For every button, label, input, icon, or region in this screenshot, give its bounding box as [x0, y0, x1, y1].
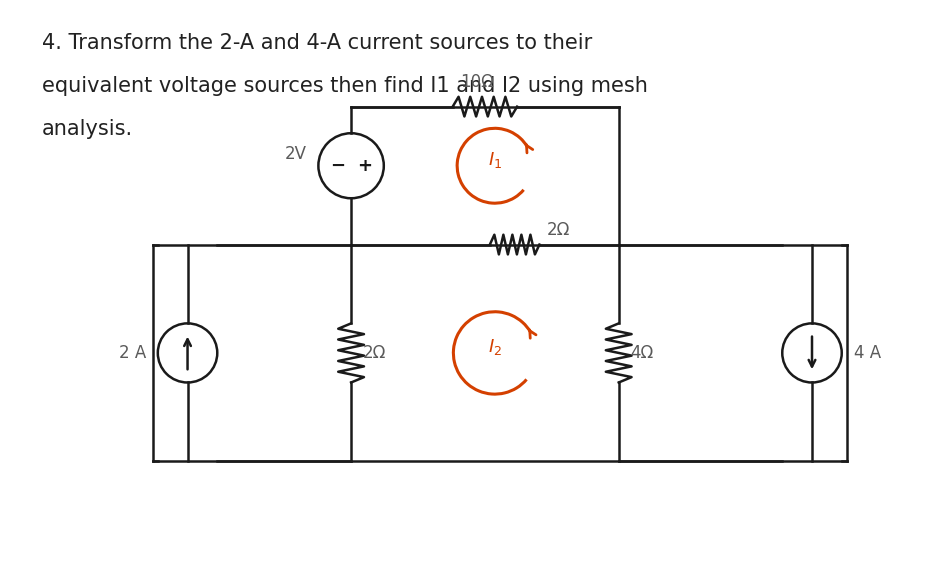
Text: 10Ω: 10Ω: [460, 73, 494, 91]
Text: 2 A: 2 A: [118, 344, 146, 362]
Text: $\mathit{I}_1$: $\mathit{I}_1$: [487, 150, 501, 170]
Text: equivalent voltage sources then find I1 and I2 using mesh: equivalent voltage sources then find I1 …: [42, 76, 647, 96]
Text: 4Ω: 4Ω: [630, 344, 654, 362]
Text: $\mathit{I}_2$: $\mathit{I}_2$: [488, 337, 501, 357]
Text: 2Ω: 2Ω: [546, 221, 570, 239]
Text: 2Ω: 2Ω: [363, 344, 387, 362]
Text: +: +: [357, 157, 373, 175]
Text: analysis.: analysis.: [42, 120, 133, 139]
Text: 4 A: 4 A: [853, 344, 881, 362]
Text: 2V: 2V: [284, 145, 306, 163]
Text: 4. Transform the 2-A and 4-A current sources to their: 4. Transform the 2-A and 4-A current sou…: [42, 33, 592, 53]
Text: −: −: [330, 157, 345, 175]
